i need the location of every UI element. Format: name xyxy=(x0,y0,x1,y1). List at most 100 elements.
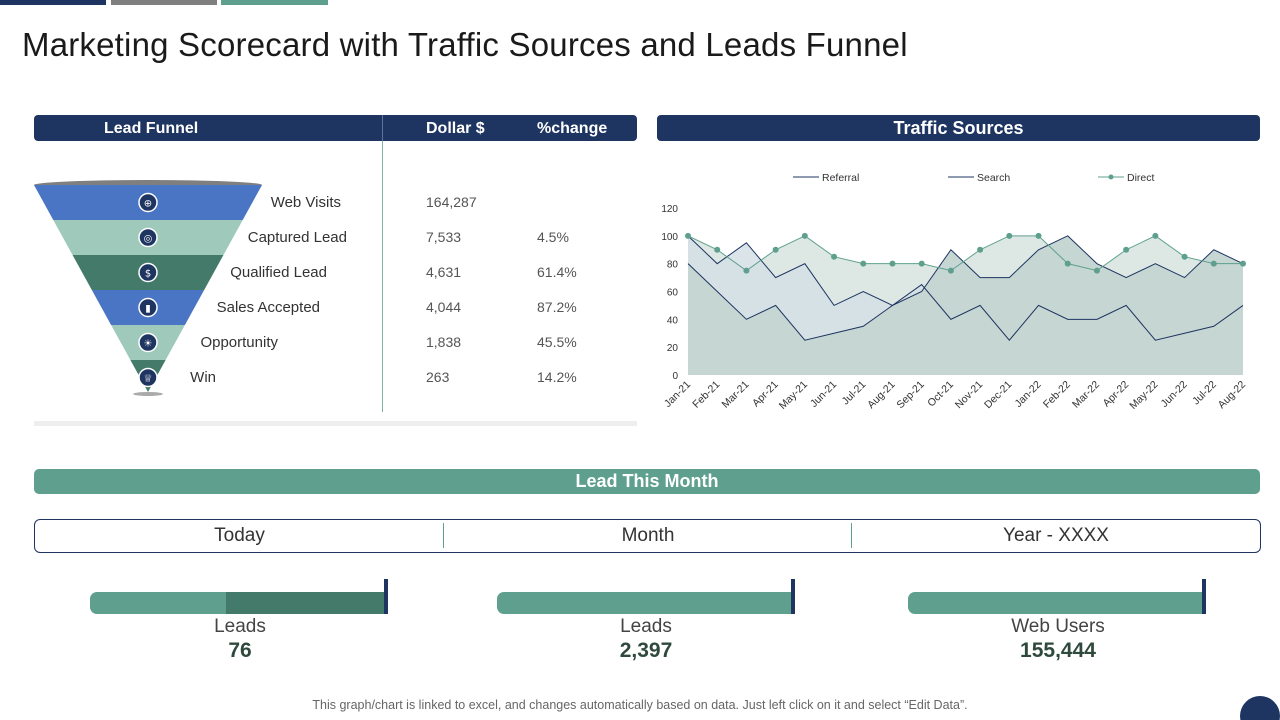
x-tick-label: Sep-21 xyxy=(894,379,927,412)
header-divider xyxy=(382,115,383,141)
direct-point xyxy=(1181,253,1188,260)
y-tick-label: 80 xyxy=(667,260,679,271)
funnel-stage-label: Sales Accepted xyxy=(216,299,320,316)
progress-target-marker xyxy=(384,579,388,614)
metric-value-leads-month: 2,397 xyxy=(619,639,673,662)
direct-point xyxy=(1035,232,1042,239)
bar-chart-icon xyxy=(138,297,158,318)
metric-value-web-users: 155,444 xyxy=(1020,639,1096,662)
direct-point xyxy=(977,246,984,253)
lead-funnel-graphic: ⊕ ◎ $ ▮ ☀ ♕ xyxy=(34,180,262,396)
lightbulb-icon-glyph: ☀ xyxy=(144,339,153,350)
direct-point xyxy=(889,260,896,267)
y-tick-label: 0 xyxy=(672,371,678,382)
funnel-stage-label: Win xyxy=(190,369,216,386)
money-hand-icon xyxy=(138,262,158,283)
web-users-progress-bar xyxy=(908,592,1206,614)
direct-point xyxy=(1240,260,1246,267)
direct-point xyxy=(1152,232,1159,239)
y-tick-label: 120 xyxy=(661,204,678,215)
x-tick-label: Mar-22 xyxy=(1070,379,1102,411)
tab-divider xyxy=(443,523,444,548)
funnel-stage-label: Web Visits xyxy=(270,194,341,211)
money-hand-icon-glyph: $ xyxy=(145,269,151,280)
direct-point xyxy=(1064,260,1071,267)
funnel-change-value: 87.2% xyxy=(537,299,577,315)
direct-point xyxy=(685,232,691,239)
x-tick-label: Aug-21 xyxy=(865,379,898,412)
direct-point xyxy=(772,246,779,253)
tab-year[interactable]: Year - XXXX xyxy=(1003,525,1109,546)
funnel-stage-label: Qualified Lead xyxy=(230,264,327,281)
bar-chart-icon-glyph: ▮ xyxy=(145,304,151,315)
legend-label: Search xyxy=(977,172,1010,184)
funnel-dollar-value: 4,631 xyxy=(426,264,462,280)
y-tick-label: 60 xyxy=(667,288,679,299)
leads-today-progress-fill xyxy=(90,592,226,614)
metric-label-web-users: Web Users xyxy=(1011,616,1105,637)
direct-point xyxy=(860,260,867,267)
funnel-dollar-value: 164,287 xyxy=(426,194,477,210)
funnel-header-stage: Lead Funnel xyxy=(104,120,199,137)
x-tick-label: Jan-21 xyxy=(662,379,693,410)
web-users-progress-fill xyxy=(908,592,1206,614)
x-tick-label: Nov-21 xyxy=(953,379,986,412)
x-tick-label: May-21 xyxy=(777,379,810,412)
direct-point xyxy=(743,267,750,274)
funnel-change-value: 45.5% xyxy=(537,334,577,350)
x-tick-label: May-22 xyxy=(1127,379,1160,412)
globe-icon-glyph: ⊕ xyxy=(144,199,152,210)
x-tick-label: Jul-21 xyxy=(840,379,869,408)
trophy-icon xyxy=(138,367,158,388)
direct-point xyxy=(831,253,838,260)
x-tick-label: Dec-21 xyxy=(982,379,1015,412)
funnel-dollar-value: 7,533 xyxy=(426,229,462,245)
legend-marker xyxy=(1108,174,1114,180)
funnel-dollar-value: 1,838 xyxy=(426,334,462,350)
funnel-header-change: %change xyxy=(537,120,608,137)
y-tick-label: 100 xyxy=(661,232,678,243)
x-tick-label: Aug-22 xyxy=(1216,379,1249,412)
funnel-dollar-value: 263 xyxy=(426,369,450,385)
y-tick-label: 20 xyxy=(667,343,679,354)
leads-today-remaining-segment xyxy=(226,592,386,614)
x-tick-label: Oct-21 xyxy=(925,379,956,410)
tab-month[interactable]: Month xyxy=(621,525,675,546)
x-tick-label: Feb-21 xyxy=(690,379,722,411)
direct-point xyxy=(918,260,925,267)
funnel-header-dollar: Dollar $ xyxy=(426,120,485,137)
funnel-change-value: 61.4% xyxy=(537,264,577,280)
direct-point xyxy=(1123,246,1130,253)
traffic-sources-header: Traffic Sources xyxy=(657,115,1260,141)
funnel-dollar-value: 4,044 xyxy=(426,299,462,315)
progress-target-marker xyxy=(791,579,795,614)
y-tick-label: 40 xyxy=(667,315,679,326)
x-tick-label: Jan-22 xyxy=(1012,379,1043,410)
lead-this-month-header: Lead This Month xyxy=(34,469,1260,494)
progress-target-marker xyxy=(1202,579,1206,614)
leads-month-progress-bar xyxy=(497,592,793,614)
top-accent-bar-navy xyxy=(0,0,106,5)
tab-today[interactable]: Today xyxy=(214,525,265,546)
globe-icon xyxy=(138,192,158,213)
target-icon xyxy=(138,227,158,248)
x-tick-label: Apr-21 xyxy=(750,379,781,410)
x-tick-label: Jun-22 xyxy=(1159,379,1190,410)
direct-point xyxy=(947,267,954,274)
tab-divider xyxy=(851,523,852,548)
direct-point xyxy=(1006,232,1013,239)
funnel-change-value: 4.5% xyxy=(537,229,569,245)
lightbulb-icon xyxy=(138,332,158,353)
period-tabs: Today Month Year - XXXX xyxy=(34,519,1261,553)
page-title: Marketing Scorecard with Traffic Sources… xyxy=(22,26,908,63)
direct-point xyxy=(801,232,808,239)
funnel-tip-shadow xyxy=(133,392,163,396)
direct-point xyxy=(714,246,721,253)
leads-month-progress-fill xyxy=(497,592,793,614)
x-tick-label: Jul-22 xyxy=(1190,379,1219,408)
x-tick-label: Apr-22 xyxy=(1101,379,1132,410)
legend-label: Direct xyxy=(1127,172,1155,184)
legend-label: Referral xyxy=(822,172,859,184)
funnel-stage-label: Captured Lead xyxy=(247,229,347,246)
top-accent-bar-gray xyxy=(111,0,217,5)
